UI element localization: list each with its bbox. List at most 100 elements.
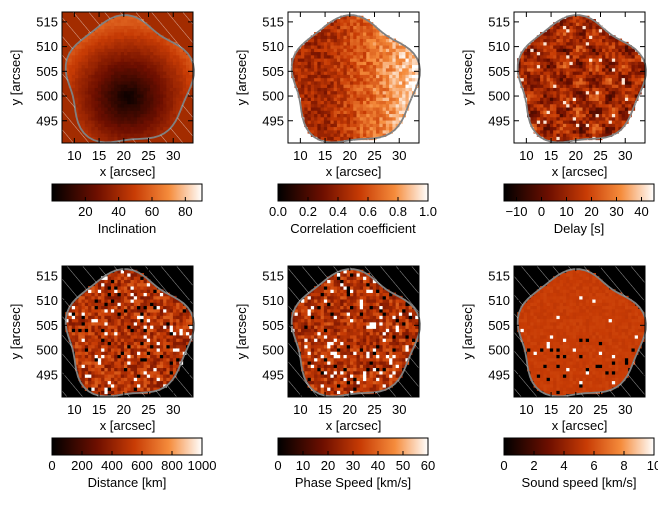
heatmap-cell: [297, 321, 302, 326]
heatmap-cell: [323, 77, 328, 82]
heatmap-cell: [540, 64, 544, 69]
heatmap-cell: [543, 61, 548, 66]
heatmap-cell: [156, 126, 161, 131]
heatmap-cell: [592, 45, 596, 49]
heatmap-cell: [75, 318, 79, 323]
heatmap-cell: [320, 348, 325, 352]
heatmap-cell: [602, 38, 606, 43]
heatmap-cell: [572, 41, 577, 46]
heatmap-cell: [376, 51, 380, 56]
heatmap-cell: [314, 315, 318, 320]
heatmap-cell: [107, 305, 112, 310]
heatmap-cell: [104, 136, 109, 141]
heatmap-cell: [166, 305, 171, 310]
heatmap-cell: [137, 377, 141, 382]
heatmap-cell: [117, 315, 122, 320]
heatmap-cell: [156, 308, 161, 313]
heatmap-cell: [323, 126, 328, 131]
heatmap-cell: [120, 276, 125, 280]
heatmap-cell: [94, 41, 99, 46]
x-axis-label: x [arcsec]: [552, 164, 608, 179]
heatmap-cell: [333, 136, 338, 141]
heatmap-cell: [179, 321, 184, 326]
heatmap-cell: [143, 370, 148, 375]
heatmap-cell: [314, 110, 318, 115]
heatmap-cell: [549, 123, 554, 128]
heatmap-cell: [572, 48, 577, 53]
heatmap-cell: [566, 25, 570, 30]
heatmap-cell: [110, 348, 115, 352]
heatmap-cell: [110, 41, 115, 46]
heatmap-cell: [94, 54, 99, 59]
heatmap-cell: [182, 90, 187, 95]
heatmap-cell: [562, 28, 567, 33]
heatmap-cell: [549, 90, 554, 95]
heatmap-cell: [120, 25, 125, 30]
heatmap-cell: [127, 289, 131, 293]
heatmap-cell: [123, 71, 128, 75]
heatmap-cell: [130, 269, 135, 274]
heatmap-cell: [143, 328, 148, 333]
heatmap-cell: [330, 129, 335, 134]
heatmap-cell: [101, 94, 105, 98]
heatmap-cell: [533, 116, 538, 121]
heatmap-cell: [395, 107, 400, 111]
heatmap-cell: [575, 38, 580, 43]
heatmap-cell: [94, 321, 99, 326]
heatmap-cell: [163, 361, 167, 365]
heatmap-cell: [327, 77, 331, 82]
heatmap-cell: [366, 35, 370, 39]
heatmap-cell: [389, 120, 393, 124]
heatmap-cell: [569, 136, 574, 141]
heatmap-cell: [117, 328, 122, 333]
heatmap-cell: [346, 84, 351, 88]
heatmap-cell: [395, 84, 400, 88]
heatmap-cell: [110, 90, 115, 95]
heatmap-cell: [621, 87, 626, 92]
heatmap-cell: [150, 123, 154, 128]
heatmap-cell: [143, 308, 148, 313]
x-tick-label: 10: [293, 148, 307, 163]
heatmap-cell: [140, 22, 144, 26]
heatmap-cell: [182, 58, 187, 62]
heatmap-cell: [346, 58, 351, 62]
heatmap-cell: [137, 321, 141, 326]
heatmap-cell: [117, 344, 122, 349]
heatmap-cell: [382, 126, 387, 131]
heatmap-cell: [133, 279, 138, 284]
heatmap-cell: [353, 120, 357, 124]
heatmap-cell: [146, 318, 151, 323]
heatmap-cell: [172, 103, 177, 108]
heatmap-cell: [110, 116, 115, 121]
heatmap-cell: [94, 129, 99, 134]
heatmap-cell: [169, 315, 174, 320]
heatmap-cell: [382, 103, 387, 108]
heatmap-cell: [624, 54, 629, 59]
heatmap-cell: [327, 120, 331, 124]
heatmap-cell: [585, 107, 590, 111]
heatmap-cell: [346, 28, 351, 33]
heatmap-cell: [304, 318, 308, 323]
heatmap-cell: [176, 81, 180, 85]
heatmap-cell: [114, 133, 118, 137]
heatmap-cell: [71, 341, 76, 346]
heatmap-cell: [553, 123, 557, 128]
heatmap-cell: [363, 71, 367, 75]
heatmap-cell: [546, 126, 551, 131]
heatmap-cell: [156, 64, 161, 69]
heatmap-cell: [523, 58, 528, 62]
heatmap-cell: [301, 361, 305, 365]
heatmap-cell: [91, 64, 96, 69]
heatmap-cell: [163, 107, 167, 111]
heatmap-cell: [589, 32, 593, 36]
heatmap-cell: [107, 325, 112, 329]
heatmap-cell: [301, 338, 305, 342]
heatmap-cell: [117, 116, 122, 121]
heatmap-cell: [94, 318, 99, 323]
heatmap-cell: [117, 103, 122, 108]
heatmap-cell: [320, 292, 325, 297]
heatmap-cell: [140, 377, 144, 382]
heatmap-cell: [530, 90, 534, 95]
heatmap-cell: [310, 126, 315, 131]
heatmap-cell: [385, 97, 390, 101]
